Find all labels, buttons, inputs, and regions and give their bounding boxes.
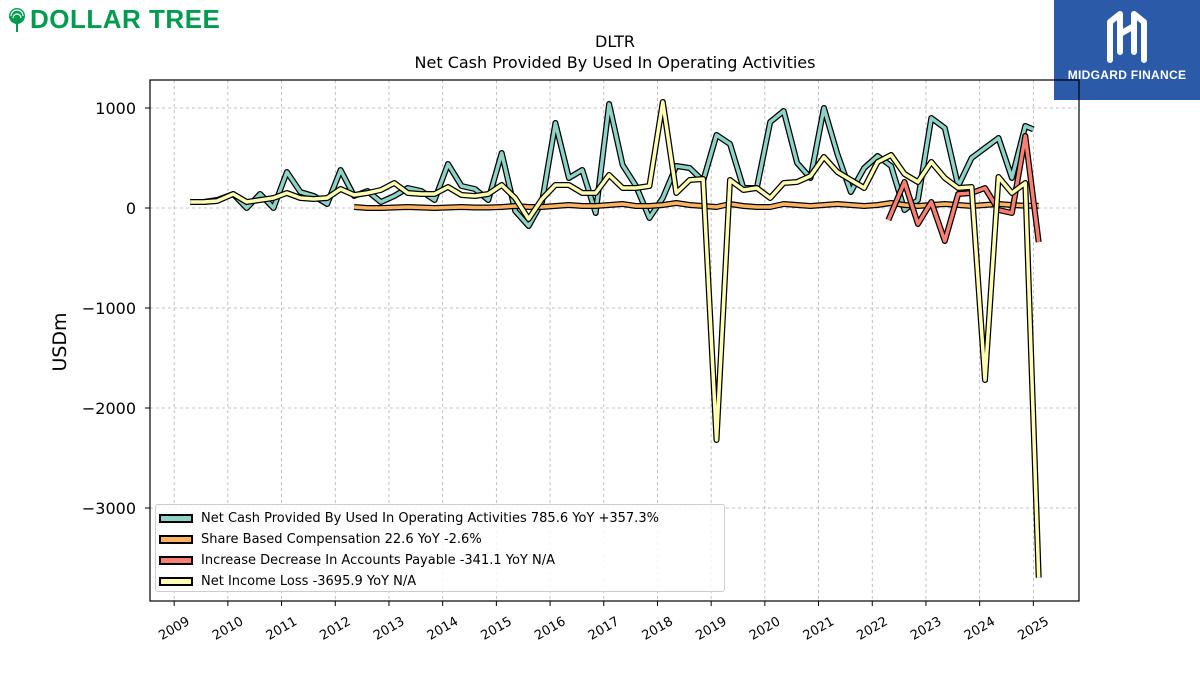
x-tick-label: 2012 [317, 614, 353, 644]
y-axis-label: USDm [49, 312, 71, 371]
x-tick-label: 2015 [479, 614, 515, 644]
series-line [886, 134, 1041, 243]
legend-label: Share Based Compensation 22.6 YoY -2.6% [201, 532, 482, 547]
x-tick-label: 2023 [908, 614, 944, 644]
y-tick-label: −2000 [82, 399, 136, 418]
series-line [190, 100, 1041, 578]
y-tick-label: −1000 [82, 299, 136, 318]
series-4 [190, 99, 1042, 578]
x-tick-label: 2024 [962, 614, 998, 644]
x-tick-label: 2013 [371, 614, 407, 644]
x-tick-label: 2009 [156, 614, 192, 644]
legend-swatch [159, 577, 193, 586]
x-tick-label: 2014 [425, 614, 461, 644]
x-tick-label: 2016 [532, 614, 568, 644]
y-tick-label: 0 [126, 199, 136, 218]
legend-swatch [159, 535, 193, 544]
legend-swatch [159, 514, 193, 523]
legend-label: Net Cash Provided By Used In Operating A… [201, 511, 659, 526]
midgard-finance-logo: MIDGARD FINANCE [1054, 0, 1200, 100]
legend-item: Net Income Loss -3695.9 YoY N/A [159, 571, 724, 592]
series-group [190, 99, 1042, 578]
series-2 [353, 200, 1039, 211]
dollar-tree-wordmark: DOLLAR TREE [30, 4, 221, 34]
x-tick-label: 2019 [693, 614, 729, 644]
chart-subtitle: Net Cash Provided By Used In Operating A… [415, 53, 816, 72]
midgard-finance-wordmark: MIDGARD FINANCE [1067, 68, 1187, 82]
x-tick-label: 2018 [640, 614, 676, 644]
legend-label: Increase Decrease In Accounts Payable -3… [201, 553, 555, 568]
series-line [190, 102, 1035, 228]
legend: Net Cash Provided By Used In Operating A… [155, 504, 725, 592]
series-3 [885, 133, 1042, 244]
x-tick-label: 2010 [210, 614, 246, 644]
x-tick-label: 2011 [264, 614, 300, 644]
x-tick-label: 2017 [586, 614, 622, 644]
x-tick-label: 2021 [801, 614, 837, 644]
x-tick-label: 2025 [1016, 614, 1052, 644]
x-tick-label: 2022 [854, 614, 890, 644]
y-tick-label: 1000 [95, 99, 136, 118]
legend-item: Net Cash Provided By Used In Operating A… [159, 508, 724, 529]
tree-icon [9, 7, 25, 32]
legend-swatch [159, 556, 193, 565]
dollar-tree-logo: DOLLAR TREE [6, 4, 220, 35]
y-tick-label: −3000 [82, 499, 136, 518]
legend-item: Share Based Compensation 22.6 YoY -2.6% [159, 529, 724, 550]
chart-title: DLTR [595, 32, 635, 51]
midgard-monogram-icon [1107, 11, 1147, 63]
series-1 [190, 101, 1035, 229]
series-line [353, 201, 1039, 210]
x-tick-label: 2020 [747, 614, 783, 644]
legend-item: Increase Decrease In Accounts Payable -3… [159, 550, 724, 571]
plot-frame [149, 79, 1080, 602]
legend-label: Net Income Loss -3695.9 YoY N/A [201, 574, 417, 589]
